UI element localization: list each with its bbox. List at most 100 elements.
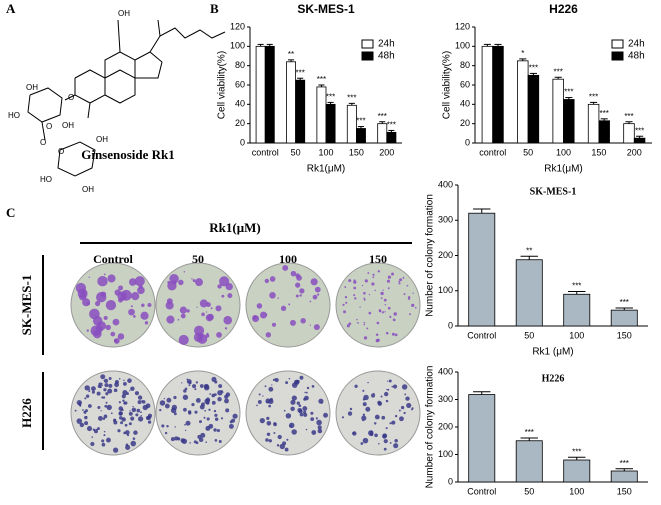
error-bar bbox=[473, 208, 491, 214]
colony bbox=[199, 299, 208, 308]
colony bbox=[344, 295, 348, 299]
colony bbox=[122, 399, 125, 402]
colony bbox=[391, 272, 395, 276]
colony bbox=[299, 294, 302, 297]
colony bbox=[188, 384, 191, 387]
colony bbox=[211, 393, 216, 398]
colony bbox=[192, 279, 196, 283]
colony bbox=[189, 442, 191, 444]
colony bbox=[130, 305, 133, 308]
y-tick-label: 100 bbox=[455, 41, 470, 51]
y-tick-label: 400 bbox=[438, 366, 453, 376]
y-tick-label: 200 bbox=[438, 421, 453, 431]
error-bar bbox=[568, 290, 586, 295]
colony bbox=[90, 441, 95, 447]
colony bbox=[309, 324, 311, 326]
colony bbox=[140, 311, 149, 320]
colony bbox=[353, 286, 357, 290]
colony bbox=[269, 292, 276, 299]
colony bbox=[398, 282, 401, 285]
colony bbox=[97, 405, 101, 410]
colony bbox=[384, 311, 386, 313]
bar bbox=[481, 45, 494, 144]
colony bbox=[134, 276, 145, 287]
colony bbox=[225, 408, 230, 413]
colony bbox=[192, 384, 197, 389]
bar bbox=[325, 103, 336, 144]
colony bbox=[218, 384, 223, 389]
colony bbox=[104, 383, 109, 388]
error-bar bbox=[568, 456, 586, 460]
colony bbox=[84, 397, 87, 400]
colony bbox=[88, 390, 91, 393]
colony bbox=[310, 278, 318, 286]
atom-label: OH bbox=[96, 135, 108, 144]
colony bbox=[277, 434, 282, 440]
colony bbox=[382, 289, 384, 291]
significance: *** bbox=[564, 88, 573, 97]
colony bbox=[127, 378, 132, 383]
colony bbox=[201, 312, 205, 317]
colony bbox=[214, 380, 218, 384]
colony bbox=[120, 289, 132, 301]
dish bbox=[245, 262, 331, 348]
y-tick-label: 40 bbox=[460, 99, 470, 109]
error-bar bbox=[615, 307, 633, 311]
colony bbox=[208, 408, 211, 411]
significance: ** bbox=[526, 246, 532, 255]
colony bbox=[361, 284, 364, 287]
colony bbox=[161, 424, 165, 428]
colony bbox=[124, 401, 128, 405]
colony bbox=[280, 305, 287, 312]
panel-label: C bbox=[6, 205, 15, 220]
error-bar bbox=[288, 59, 295, 62]
colony bbox=[279, 443, 285, 450]
bar bbox=[563, 99, 575, 144]
colony bbox=[404, 393, 407, 396]
colony bbox=[265, 332, 272, 338]
colony bbox=[76, 418, 83, 424]
error-bar bbox=[483, 43, 491, 47]
colony bbox=[218, 440, 222, 444]
colony bbox=[195, 381, 199, 384]
colony bbox=[298, 409, 303, 414]
colony bbox=[296, 275, 302, 281]
colony bbox=[414, 306, 417, 309]
colony bbox=[364, 279, 368, 283]
error-bar bbox=[519, 58, 527, 61]
colony bbox=[102, 396, 106, 399]
dish bbox=[335, 370, 421, 456]
colony bbox=[117, 429, 121, 433]
colony bbox=[352, 431, 357, 436]
colony bbox=[354, 297, 357, 300]
bar bbox=[563, 293, 591, 327]
error-bar bbox=[529, 72, 537, 76]
colony bbox=[386, 279, 391, 283]
colony bbox=[388, 379, 392, 383]
y-tick-label: 0 bbox=[465, 137, 470, 147]
colony bbox=[127, 434, 130, 437]
colony bbox=[181, 438, 188, 444]
structure bbox=[27, 19, 226, 177]
error-bar bbox=[318, 84, 325, 87]
colony bbox=[370, 393, 376, 398]
colony bbox=[290, 406, 295, 412]
colony bbox=[216, 428, 220, 433]
colony bbox=[382, 434, 387, 439]
colony bbox=[147, 413, 153, 418]
colony bbox=[225, 282, 233, 291]
bar bbox=[633, 137, 646, 144]
colony bbox=[274, 378, 276, 380]
colony bbox=[130, 416, 135, 421]
colony bbox=[106, 404, 112, 411]
x-tick-label: 100 bbox=[569, 486, 584, 496]
colony bbox=[177, 318, 180, 321]
colony bbox=[118, 411, 123, 416]
colony bbox=[392, 318, 396, 322]
colony bbox=[403, 293, 406, 296]
colony bbox=[128, 308, 135, 316]
colony bbox=[367, 381, 369, 384]
colony bbox=[118, 285, 124, 291]
colony bbox=[113, 338, 118, 343]
colony bbox=[273, 432, 276, 434]
